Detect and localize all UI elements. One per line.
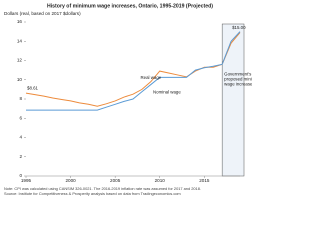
series-label: Nominal wage <box>153 90 181 95</box>
y-axis-label: Dollars (real, based on 2017 $dollars) <box>4 11 81 16</box>
y-tick-label: 2 <box>19 154 22 159</box>
y-tick-label: 12 <box>17 58 23 63</box>
x-tick-label: 2005 <box>110 178 121 183</box>
y-tick-label: 8 <box>19 96 22 101</box>
line-series <box>26 31 241 111</box>
y-tick-label: 0 <box>19 173 22 178</box>
line-series <box>25 32 241 107</box>
source: Source: Institute for Competitiveness & … <box>4 191 181 196</box>
y-tick-label: 10 <box>17 77 23 82</box>
x-tick-label: 2000 <box>65 178 76 183</box>
y-tick-label: 16 <box>17 19 23 24</box>
note: Note: CPI was calculated using CANSIM 32… <box>4 186 201 191</box>
chart: History of minimum wage increases, Ontar… <box>4 3 252 196</box>
x-tick-label: 2015 <box>199 178 210 183</box>
x-tick-label: 1995 <box>21 178 32 183</box>
y-tick-label: 6 <box>19 115 22 120</box>
series-label: Real wage <box>140 75 161 80</box>
chart-title: History of minimum wage increases, Ontar… <box>47 3 213 9</box>
y-tick-label: 14 <box>17 38 23 43</box>
annotation: $8.61 <box>27 85 39 90</box>
proposal-box <box>221 23 245 177</box>
x-tick-label: 2010 <box>155 178 166 183</box>
y-tick-label: 4 <box>19 135 22 140</box>
annotation: $15.00 <box>232 25 246 30</box>
